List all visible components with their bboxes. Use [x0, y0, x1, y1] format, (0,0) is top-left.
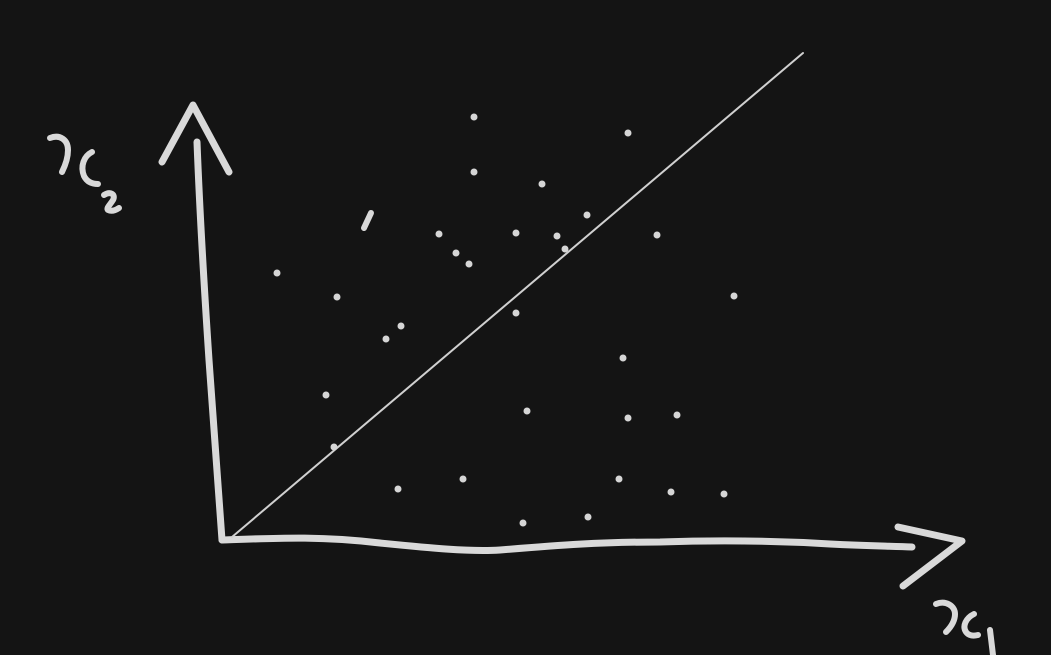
y-axis	[193, 138, 226, 544]
data-point	[561, 245, 569, 253]
x-axis	[218, 534, 916, 555]
y-axis-label	[47, 133, 122, 214]
data-point	[459, 475, 467, 483]
data-point	[512, 229, 520, 237]
diagonal-line	[231, 52, 804, 538]
data-point	[465, 260, 473, 268]
data-point	[653, 231, 661, 239]
x-axis-label-x-glyph-2	[961, 611, 981, 639]
data-point	[720, 490, 728, 498]
stray-mark	[361, 210, 374, 231]
data-point	[394, 485, 402, 493]
data-point	[624, 129, 632, 137]
data-points	[273, 113, 738, 527]
data-point	[538, 180, 546, 188]
data-point	[333, 293, 341, 301]
x-axis-arrowhead	[894, 523, 966, 590]
y-axis-label-x-glyph	[47, 133, 71, 175]
data-point	[619, 354, 627, 362]
data-point	[519, 519, 527, 527]
data-point	[273, 269, 281, 277]
y-axis-label-subscript	[101, 190, 122, 214]
data-point	[523, 407, 531, 415]
data-point	[673, 411, 681, 419]
data-point	[330, 443, 338, 451]
data-point	[730, 292, 738, 300]
data-point	[452, 249, 460, 257]
y-axis-label-x-glyph-2	[79, 149, 101, 187]
data-point	[615, 475, 623, 483]
x-axis-label-subscript	[987, 627, 996, 655]
data-point	[470, 168, 478, 176]
data-point	[382, 335, 390, 343]
x-axis-label	[933, 599, 996, 655]
data-point	[624, 414, 632, 422]
data-point	[553, 232, 561, 240]
data-point	[667, 488, 675, 496]
data-point	[397, 322, 405, 330]
data-point	[512, 309, 520, 317]
data-point	[435, 230, 443, 238]
y-axis-arrowhead	[158, 101, 233, 176]
data-point	[322, 391, 330, 399]
data-point	[584, 513, 592, 521]
data-point	[470, 113, 478, 121]
data-point	[583, 211, 591, 219]
x-axis-label-x-glyph	[933, 599, 958, 635]
